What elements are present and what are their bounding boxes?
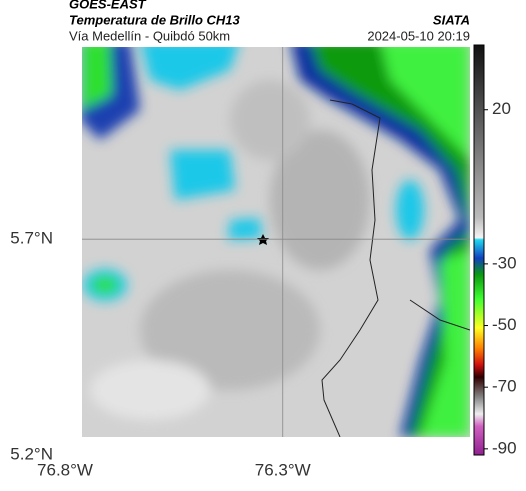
colorbar-tick-label: -30 [492,253,517,272]
colorbar [473,44,485,456]
x-tick-label: 76.8°W [37,460,93,479]
source-title: SIATA [433,12,470,27]
datetime-title: 2024-05-10 20:19 [367,28,470,43]
y-tick-label: 5.2°N [10,444,53,463]
x-tick-label: 76.3°W [255,460,311,479]
colorbar-tick-label: -90 [492,438,517,457]
satellite-image [82,47,470,437]
product-title: Temperatura de Brillo CH13 [69,12,241,27]
colorbar-tick-label: -50 [492,315,517,334]
colorbar-tick-label: -70 [492,377,517,396]
satellite-title: GOES-EAST [69,0,147,11]
y-tick-label: 5.7°N [10,229,53,248]
colorbar-tick-label: 20 [492,99,511,118]
region-title: Vía Medellín - Quibdó 50km [69,28,230,43]
